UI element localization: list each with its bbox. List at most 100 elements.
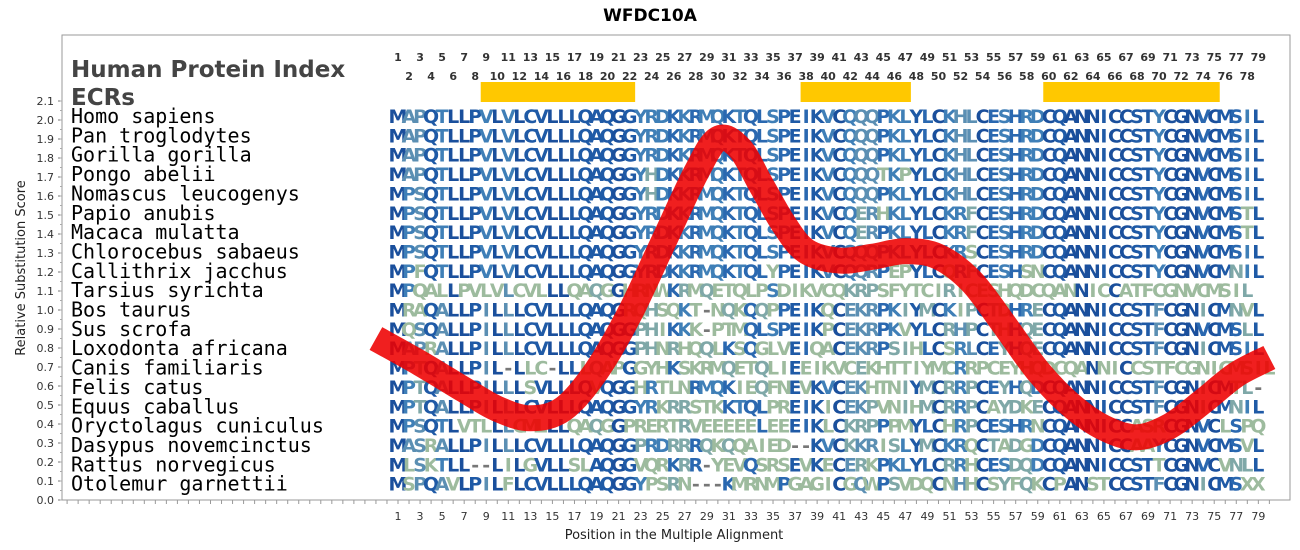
residue: R [688, 377, 703, 399]
residue: Q [831, 280, 847, 302]
residue: R [666, 338, 681, 360]
residue: I [957, 300, 964, 322]
species-label: Equus caballus [71, 394, 240, 418]
residue: L [513, 125, 525, 147]
residue: S [402, 474, 416, 496]
residue: L [921, 164, 933, 186]
residue: K [799, 280, 815, 302]
residue: V [501, 145, 516, 167]
top-position-even: 40 [821, 70, 837, 83]
residue: I [1100, 222, 1107, 244]
residue: L [557, 125, 569, 147]
residue: R [666, 435, 681, 457]
residue: V [534, 338, 549, 360]
residue: C [1042, 319, 1056, 341]
residue: Y [633, 145, 648, 167]
residue: P [777, 261, 791, 283]
residue: L [921, 222, 933, 244]
residue: L [1241, 319, 1253, 341]
residue: K [677, 106, 693, 128]
residue: L [491, 358, 503, 380]
residue: D [1030, 183, 1046, 205]
residue: H [655, 358, 671, 380]
residue: L [1252, 106, 1264, 128]
residue: K [688, 358, 704, 380]
residue: L [557, 183, 569, 205]
residue: G [1173, 203, 1189, 225]
residue: L [458, 338, 470, 360]
residue: P [898, 164, 912, 186]
residue: C [1163, 261, 1177, 283]
residue: Q [1052, 338, 1068, 360]
residue: A [589, 125, 604, 147]
residue: L [557, 106, 569, 128]
residue: C [1119, 396, 1133, 418]
residue: I [880, 435, 887, 457]
residue: C [523, 241, 537, 263]
residue: C [1163, 241, 1177, 263]
residue: D [655, 125, 671, 147]
residue: R [1019, 164, 1034, 186]
residue: L [899, 203, 911, 225]
residue: D [1030, 125, 1046, 147]
residue: Q [710, 183, 726, 205]
residue: - [548, 358, 556, 380]
residue: C [1207, 435, 1221, 457]
residue: C [1207, 338, 1221, 360]
residue: K [942, 435, 958, 457]
residue: A [1063, 474, 1078, 496]
residue: C [1163, 474, 1177, 496]
header-ecrs: ECRs [71, 85, 135, 111]
residue: Q [743, 396, 759, 418]
residue: P [468, 145, 482, 167]
residue: P [402, 203, 416, 225]
residue: A [1063, 125, 1078, 147]
top-position-odd: 79 [1251, 51, 1266, 64]
residue: M [1216, 203, 1235, 225]
residue: L [756, 396, 768, 418]
residue: I [803, 319, 810, 341]
residue: I [803, 300, 810, 322]
residue: S [689, 396, 703, 418]
residue: E [844, 338, 857, 360]
residue: S [413, 222, 427, 244]
residue: C [931, 416, 945, 438]
residue: N [1184, 241, 1200, 263]
residue: K [666, 319, 682, 341]
residue: T [1142, 145, 1155, 167]
residue: S [777, 454, 791, 476]
residue: Q [743, 454, 759, 476]
residue: E [778, 416, 791, 438]
residue: T [733, 241, 746, 263]
residue: M [389, 300, 408, 322]
top-position-even: 42 [843, 70, 858, 83]
residue: I [1244, 396, 1251, 418]
top-position-labels: 1 3 5 7 9 11 13 15 17 19 21 23 25 27 29 31 33 35 37 39 41 43 4… [394, 51, 1266, 83]
top-position-even: 10 [490, 70, 506, 83]
residue: I [1100, 183, 1107, 205]
residue: S [965, 241, 979, 263]
residue: I [1100, 203, 1107, 225]
x-tick-label: 51 [943, 510, 957, 523]
residue: V [832, 358, 847, 380]
residue: P [887, 416, 901, 438]
residue: R [865, 203, 880, 225]
residue: L [458, 183, 470, 205]
top-position-odd: 59 [1030, 51, 1045, 64]
residue: K [942, 164, 958, 186]
residue: I [1100, 261, 1107, 283]
residue: T [1142, 106, 1155, 128]
residue: D [655, 106, 671, 128]
residue: C [1108, 106, 1122, 128]
residue: A [589, 261, 604, 283]
residue: Y [633, 125, 648, 147]
species-label: Papio anubis [71, 201, 216, 225]
residue: L [1252, 183, 1264, 205]
residue: P [623, 416, 637, 438]
residue: T [1153, 358, 1166, 380]
residue: I [1244, 261, 1251, 283]
residue: I [1100, 319, 1107, 341]
residue: Q [1052, 435, 1068, 457]
